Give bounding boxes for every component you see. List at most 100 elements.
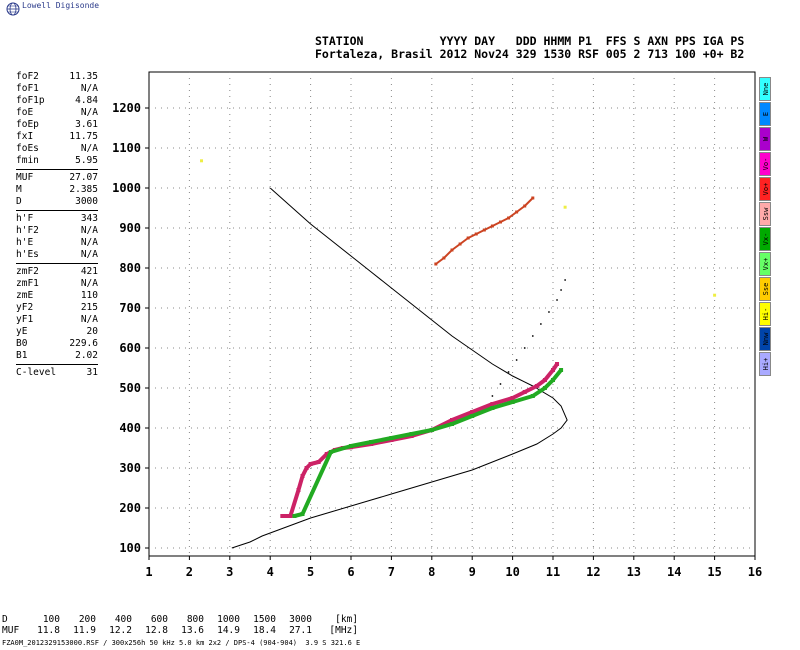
muf-label: MUF: [2, 625, 20, 636]
x-tick-label: 13: [627, 565, 641, 579]
muf-value: 12.2: [109, 625, 132, 636]
param-value: N/A: [80, 249, 98, 260]
file-info-footer: FZA0M_2012329153000.RSF / 300x256h 50 kH…: [2, 639, 361, 647]
y-tick-label: 1200: [112, 101, 141, 115]
x-trace-point: [556, 299, 558, 301]
y-tick-label: 400: [119, 421, 141, 435]
distance-label: D: [2, 614, 8, 625]
x-tick-label: 12: [586, 565, 600, 579]
legend-swatch-ssw: Ssw: [759, 202, 771, 226]
param-name: B0: [16, 338, 28, 349]
param-value: N/A: [80, 225, 98, 236]
legend-swatch-nnw: Nnw: [759, 327, 771, 351]
muf-value: 14.9: [217, 625, 240, 636]
y-tick-label: 500: [119, 381, 141, 395]
param-row-foes: foEs N/A: [16, 143, 98, 155]
param-divider: [16, 169, 98, 170]
polarization-legend: Nne E W Vo- Vo+ Ssw Vx- Vx+ Sse Hi- Nnw Hi+: [759, 77, 771, 377]
param-name: h'E: [16, 237, 34, 248]
param-value: 215: [80, 302, 98, 313]
param-divider: [16, 210, 98, 211]
x-trace-point: [499, 383, 502, 385]
x-tick-label: 1: [145, 565, 152, 579]
legend-label: W: [762, 136, 770, 142]
param-value: 11.75: [69, 131, 98, 142]
param-row-yf2: yF2 215: [16, 302, 98, 314]
param-value: 421: [80, 266, 98, 277]
distance-value: 100: [42, 614, 60, 625]
legend-label: Vx-: [762, 232, 770, 246]
x-tick-label: 4: [267, 565, 274, 579]
true-height-profile-line: [231, 187, 568, 549]
param-value: N/A: [80, 314, 98, 325]
param-value: 4.84: [75, 95, 98, 106]
param-value: N/A: [80, 143, 98, 154]
x-tick-label: 8: [428, 565, 435, 579]
plot-frame: [148, 71, 756, 557]
legend-label: Hi+: [762, 357, 770, 371]
param-value: 3000: [75, 196, 98, 207]
param-value: N/A: [80, 107, 98, 118]
param-row-he: h'E N/A: [16, 237, 98, 249]
muf-value: 11.9: [73, 625, 96, 636]
param-name: foEp: [16, 119, 39, 130]
param-row-zmf2: zmF2 421: [16, 266, 98, 278]
legend-label: Vx+: [762, 257, 770, 271]
legend-label: E: [762, 111, 770, 117]
legend-label: Vo+: [762, 182, 770, 196]
x-tick-label: 7: [388, 565, 395, 579]
x-tick-label: 6: [347, 565, 354, 579]
legend-label: Vo-: [762, 157, 770, 171]
distance-value: 1500: [253, 614, 276, 625]
distance-value: 3000: [289, 614, 312, 625]
param-value: N/A: [80, 237, 98, 248]
legend-swatch-vxminus: Vx-: [759, 227, 771, 251]
y-tick-label: 1000: [112, 181, 141, 195]
x-trace-point: [560, 289, 562, 291]
x-tick-label: 5: [307, 565, 314, 579]
distance-value: 600: [150, 614, 168, 625]
stray-echo-point: [713, 293, 717, 297]
param-name: foF1: [16, 83, 39, 94]
param-value: 31: [86, 367, 98, 378]
legend-swatch-vominus: Vo-: [759, 152, 771, 176]
legend-swatch-w: W: [759, 127, 771, 151]
param-row-hf: h'F 343: [16, 213, 98, 225]
muf-unit: [MHz]: [329, 625, 358, 636]
y-tick-label: 800: [119, 261, 141, 275]
param-name: D: [16, 196, 22, 207]
legend-swatch-himinus: Hi-: [759, 302, 771, 326]
legend-label: Nne: [762, 82, 770, 96]
param-value: 5.95: [75, 155, 98, 166]
param-value: 3.61: [75, 119, 98, 130]
param-name: M: [16, 184, 22, 195]
param-name: fmin: [16, 155, 39, 166]
param-row-hes: h'Es N/A: [16, 249, 98, 261]
legend-swatch-voplus: Vo+: [759, 177, 771, 201]
param-row-muf: MUF 27.07: [16, 172, 98, 184]
y-tick-label: 700: [119, 301, 141, 315]
muf-value: 13.6: [181, 625, 204, 636]
x-trace-point: [531, 335, 534, 337]
x-tick-label: 16: [748, 565, 762, 579]
header-labels: STATION YYYY DAY DDD HHMM P1 FFS S AXN P…: [315, 34, 745, 48]
x-tick-label: 2: [186, 565, 193, 579]
distance-value: 200: [78, 614, 96, 625]
muf-value: 27.1: [289, 625, 312, 636]
distance-value: 400: [114, 614, 132, 625]
muf-value-row: MUF 11.8 11.9 12.2 12.8 13.6 14.9 18.4 27.1 [MHz]: [2, 625, 358, 636]
param-name: C-level: [16, 367, 57, 378]
param-row-ye: yE 20: [16, 326, 98, 338]
logo: Lowell Digisonde: [6, 0, 100, 16]
distance-value: 1000: [217, 614, 240, 625]
x-trace-point: [491, 395, 494, 397]
brand-label: Lowell Digisonde: [22, 0, 100, 10]
legend-label: Nnw: [762, 332, 770, 346]
distance-value: 800: [186, 614, 204, 625]
param-name: zmF1: [16, 278, 39, 289]
param-name: MUF: [16, 172, 34, 183]
param-row-zmf1: zmF1 N/A: [16, 278, 98, 290]
x-trace-point: [523, 347, 526, 349]
legend-swatch-vxplus: Vx+: [759, 252, 771, 276]
